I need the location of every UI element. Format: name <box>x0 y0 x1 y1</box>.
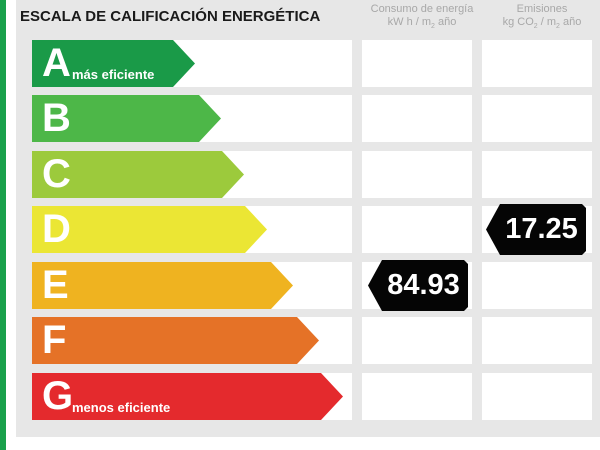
emissions-cell-c <box>482 151 592 198</box>
energy-cell-b <box>362 95 472 142</box>
emissions-header-line2: kg CO2 / m2 año <box>502 16 582 31</box>
rating-letter-c: C <box>42 152 71 196</box>
rating-letter-a: A <box>42 41 71 85</box>
rating-bar-d: D <box>32 206 267 253</box>
page-title: ESCALA DE CALIFICACIÓN ENERGÉTICA <box>20 8 321 25</box>
emissions-column-header: Emisiones kg CO2 / m2 año <box>482 3 600 33</box>
energy-cell-f <box>362 317 472 364</box>
emissions-value: 17.25 <box>505 213 578 245</box>
energy-column-header: Consumo de energía kW h / m2 año <box>362 3 482 33</box>
energy-cell-a <box>362 40 472 87</box>
emissions-cell-f <box>482 317 592 364</box>
rating-letter-f: F <box>42 318 67 362</box>
energy-indicator-tag: 84.93 <box>368 260 468 311</box>
rating-label-g: menos eficiente <box>72 400 171 415</box>
energy-rating-panel: ESCALA DE CALIFICACIÓN ENERGÉTICA Consum… <box>16 0 600 437</box>
energy-cell-g <box>362 373 472 420</box>
energy-header-line1: Consumo de energía <box>370 3 474 15</box>
emissions-header-line1: Emisiones <box>516 3 568 15</box>
rating-label-a: más eficiente <box>72 67 155 82</box>
energy-header-line2: kW h / m2 año <box>387 16 457 31</box>
rating-letter-e: E <box>42 263 69 307</box>
energy-value: 84.93 <box>387 269 460 301</box>
emissions-cell-a <box>482 40 592 87</box>
rating-letter-d: D <box>42 207 71 251</box>
rating-bar-b: B <box>32 95 221 142</box>
energy-cell-d <box>362 206 472 253</box>
emissions-indicator-tag: 17.25 <box>486 204 586 255</box>
left-accent-stripe <box>0 0 6 450</box>
emissions-cell-b <box>482 95 592 142</box>
energy-cell-c <box>362 151 472 198</box>
rating-letter-b: B <box>42 96 71 140</box>
rating-bar-c: C <box>32 151 244 198</box>
emissions-cell-e <box>482 262 592 309</box>
emissions-cell-g <box>482 373 592 420</box>
rating-bar-f: F <box>32 317 319 364</box>
rating-bar-e: E <box>32 262 293 309</box>
rating-letter-g: G <box>42 374 74 418</box>
